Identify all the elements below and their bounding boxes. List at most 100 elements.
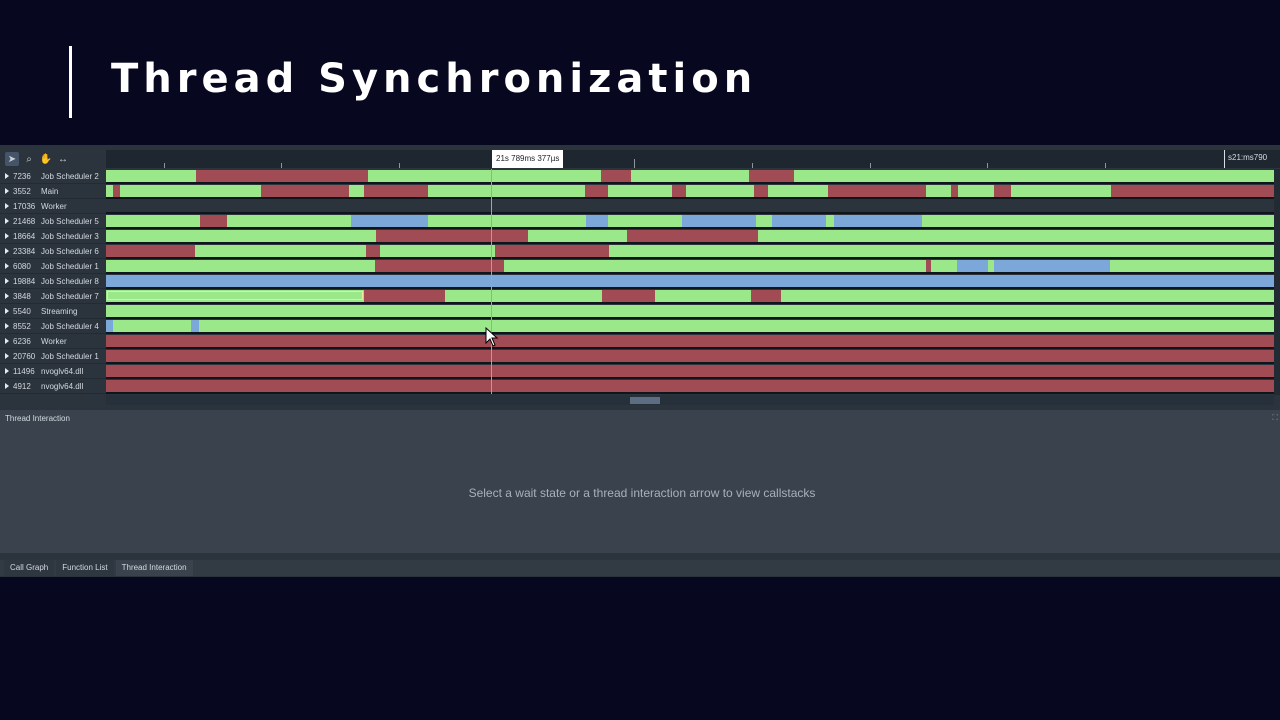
thread-row[interactable]: 6080 Job Scheduler 1 [0, 259, 106, 274]
thread-row[interactable]: 19884 Job Scheduler 8 [0, 274, 106, 289]
thread-row[interactable]: 20760 Job Scheduler 1 [0, 349, 106, 364]
thread-row[interactable]: 18664 Job Scheduler 3 [0, 229, 106, 244]
running-segment[interactable] [106, 230, 376, 242]
sleep-segment[interactable] [106, 275, 1274, 287]
running-segment[interactable] [106, 170, 196, 182]
wait-segment[interactable] [994, 185, 1011, 197]
wait-segment[interactable] [749, 170, 794, 182]
running-segment[interactable] [349, 185, 364, 197]
thread-timeline[interactable] [106, 169, 1274, 394]
running-segment[interactable] [988, 260, 994, 272]
sleep-segment[interactable] [772, 215, 826, 227]
expand-arrow-icon[interactable] [5, 188, 9, 194]
thread-row[interactable]: 8552 Job Scheduler 4 [0, 319, 106, 334]
sleep-segment[interactable] [834, 215, 922, 227]
scroll-thumb[interactable] [630, 397, 660, 404]
wait-segment[interactable] [754, 185, 768, 197]
expand-arrow-icon[interactable] [5, 278, 9, 284]
expand-arrow-icon[interactable] [5, 218, 9, 224]
running-segment[interactable] [120, 185, 261, 197]
tab-function-list[interactable]: Function List [56, 560, 114, 576]
running-segment[interactable] [926, 185, 951, 197]
wait-segment[interactable] [627, 230, 758, 242]
wait-segment[interactable] [366, 245, 380, 257]
tab-thread-interaction[interactable]: Thread Interaction [115, 560, 193, 576]
wait-segment[interactable] [828, 185, 926, 197]
thread-row[interactable]: 3552 Main [0, 184, 106, 199]
thread-lane[interactable] [106, 319, 1274, 334]
thread-row[interactable]: 6236 Worker [0, 334, 106, 349]
thread-row[interactable]: 23384 Job Scheduler 6 [0, 244, 106, 259]
sleep-segment[interactable] [191, 320, 199, 332]
running-segment[interactable] [1110, 260, 1274, 272]
sleep-segment[interactable] [351, 215, 428, 227]
expand-arrow-icon[interactable] [5, 308, 9, 314]
running-segment[interactable] [445, 290, 602, 302]
sleep-segment[interactable] [682, 215, 756, 227]
running-segment[interactable] [756, 215, 772, 227]
wait-segment[interactable] [751, 290, 781, 302]
select-tool-icon[interactable]: ➤ [5, 152, 19, 166]
expand-arrow-icon[interactable] [5, 353, 9, 359]
thread-row[interactable]: 4912 nvoglv64.dll [0, 379, 106, 394]
running-segment[interactable] [931, 260, 957, 272]
wait-segment[interactable] [106, 335, 1274, 347]
running-segment[interactable] [368, 170, 601, 182]
wait-segment[interactable] [672, 185, 686, 197]
sleep-segment[interactable] [957, 260, 988, 272]
idle-segment[interactable] [106, 200, 1274, 212]
expand-arrow-icon[interactable] [5, 173, 9, 179]
thread-lane[interactable] [106, 214, 1274, 229]
thread-row[interactable]: 7236 Job Scheduler 2 [0, 169, 106, 184]
time-ruler[interactable]: 21s 789ms 377µs s21:ms790 [106, 150, 1280, 168]
running-segment[interactable] [227, 215, 351, 227]
pan-tool-icon[interactable]: ✋ [39, 153, 53, 165]
running-segment[interactable] [113, 320, 191, 332]
wait-segment[interactable] [951, 185, 958, 197]
expand-arrow-icon[interactable] [5, 383, 9, 389]
running-segment[interactable] [106, 260, 375, 272]
expand-arrow-icon[interactable] [5, 338, 9, 344]
wait-segment[interactable] [926, 260, 931, 272]
vertical-scrollbar[interactable] [1274, 169, 1280, 395]
running-segment[interactable] [686, 185, 754, 197]
wait-segment[interactable] [106, 350, 1274, 362]
expand-arrow-icon[interactable] [5, 263, 9, 269]
expand-arrow-icon[interactable] [5, 323, 9, 329]
running-segment[interactable] [781, 290, 1274, 302]
thread-row[interactable]: 11496 nvoglv64.dll [0, 364, 106, 379]
thread-lane[interactable] [106, 304, 1274, 319]
expand-arrow-icon[interactable] [5, 293, 9, 299]
running-segment[interactable] [794, 170, 1274, 182]
horizontal-scrollbar[interactable] [106, 395, 1274, 405]
thread-lane[interactable] [106, 244, 1274, 259]
running-segment[interactable] [608, 215, 682, 227]
thread-row[interactable]: 17036 Worker [0, 199, 106, 214]
running-segment[interactable] [428, 185, 585, 197]
wait-segment[interactable] [196, 170, 368, 182]
thread-lane[interactable] [106, 229, 1274, 244]
running-segment[interactable] [106, 305, 1274, 317]
thread-lane[interactable] [106, 169, 1274, 184]
expand-arrow-icon[interactable] [5, 248, 9, 254]
running-segment[interactable] [199, 320, 1274, 332]
wait-segment[interactable] [495, 245, 609, 257]
wait-segment[interactable] [364, 290, 445, 302]
wait-segment[interactable] [375, 260, 504, 272]
running-segment[interactable] [380, 245, 495, 257]
running-segment[interactable] [609, 245, 1274, 257]
wait-segment[interactable] [1111, 185, 1274, 197]
panel-expand-icon[interactable]: ⛶ [1272, 413, 1278, 422]
wait-segment[interactable] [106, 245, 195, 257]
wait-segment[interactable] [261, 185, 349, 197]
wait-segment[interactable] [601, 170, 631, 182]
running-segment[interactable] [768, 185, 828, 197]
thread-row[interactable]: 21468 Job Scheduler 5 [0, 214, 106, 229]
sleep-segment[interactable] [106, 320, 113, 332]
running-segment[interactable] [428, 215, 586, 227]
running-segment[interactable] [1011, 185, 1111, 197]
thread-lane[interactable] [106, 379, 1274, 394]
thread-lane[interactable] [106, 184, 1274, 199]
thread-lane[interactable] [106, 289, 1274, 304]
running-segment[interactable] [758, 230, 1274, 242]
